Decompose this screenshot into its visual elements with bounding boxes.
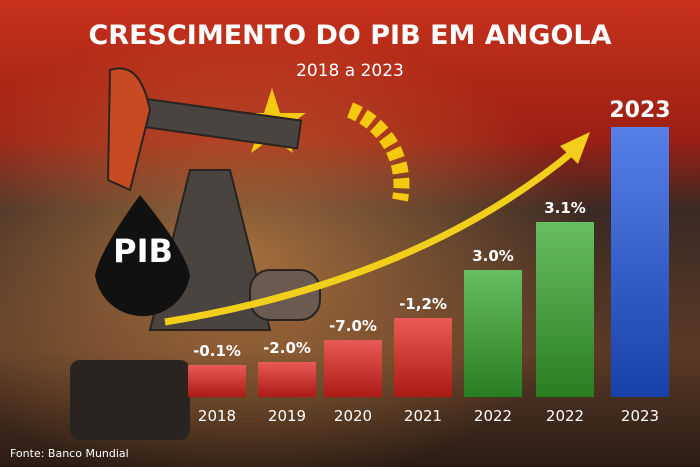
x-tick-label: 2020: [334, 407, 372, 425]
flag-gear: [346, 102, 410, 202]
value-label: -2.0%: [263, 339, 311, 357]
highlight-label: 2023: [609, 98, 670, 123]
trend-arrow: [164, 147, 578, 326]
bar-shade: [324, 340, 382, 397]
x-tick-label: 2023: [621, 407, 659, 425]
x-tick-label: 2022: [474, 407, 512, 425]
value-label: -0.1%: [193, 342, 241, 360]
chart-subtitle: 2018 a 2023: [296, 61, 404, 81]
bars: 2018 -0.1% 2019 -2.0% 2020 -7.0% 2021 -1,2% 2022…: [188, 98, 671, 425]
badge: PIB: [113, 232, 173, 270]
oil-drop: [95, 195, 190, 317]
bar-shade: [188, 365, 246, 397]
bar-shade: [394, 318, 452, 397]
source: Fonte: Banco Mundial: [10, 447, 129, 460]
value-label: 3.1%: [544, 199, 586, 217]
x-tick-label: 2022: [546, 407, 584, 425]
value-label: -1,2%: [399, 295, 447, 313]
x-tick-label: 2018: [198, 407, 236, 425]
value-label: -7.0%: [329, 317, 377, 335]
bar-shade: [611, 127, 669, 397]
value-label: 3.0%: [472, 247, 514, 265]
oil-barrels: [70, 360, 190, 440]
x-tick-label: 2021: [404, 407, 442, 425]
bar-shade: [536, 222, 594, 397]
bar-shade: [464, 270, 522, 397]
x-tick-label: 2019: [268, 407, 306, 425]
chart-title: CRESCIMENTO DO PIB EM ANGOLA: [88, 20, 611, 51]
bar-shade: [258, 362, 316, 397]
trend-arrowhead: [560, 132, 590, 164]
